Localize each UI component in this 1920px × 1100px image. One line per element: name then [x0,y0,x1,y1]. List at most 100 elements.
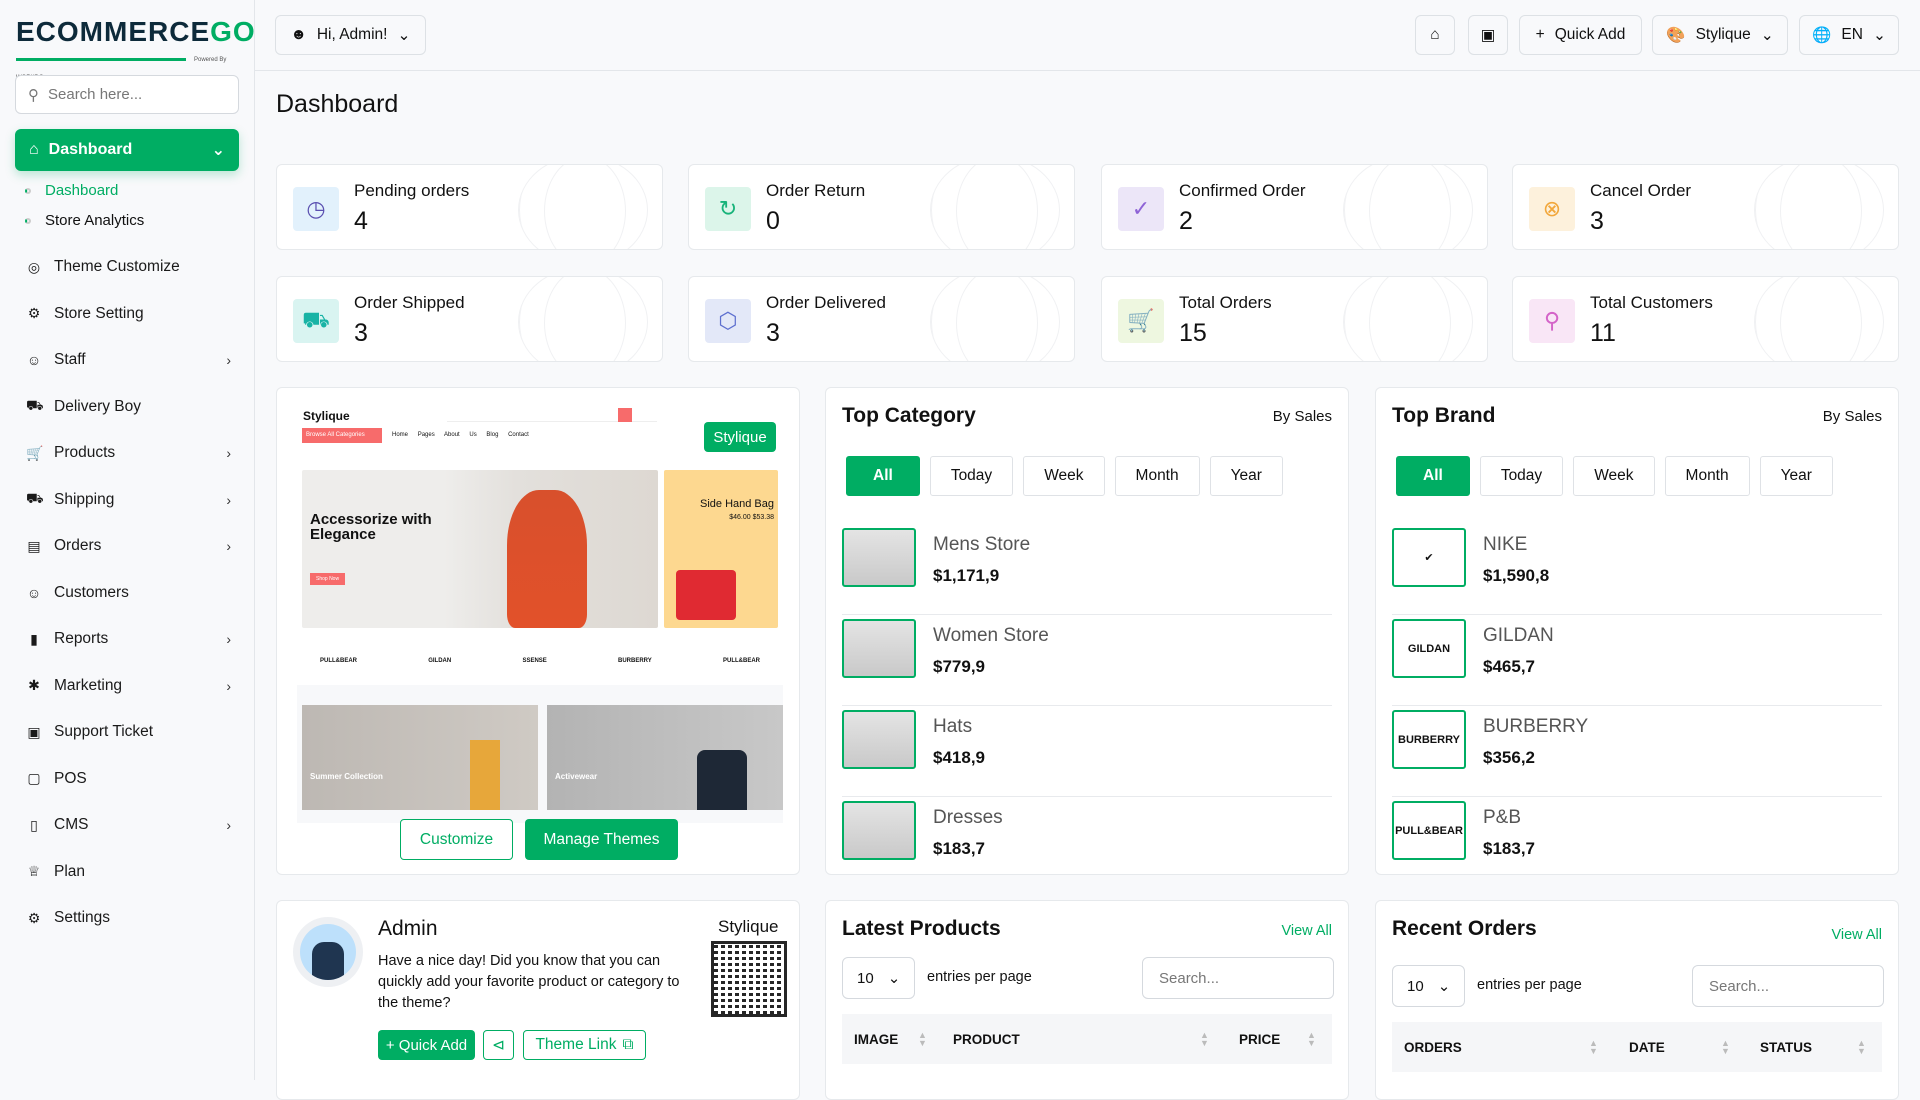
store-home-button[interactable]: ⌂ [1415,15,1455,55]
sidebar-item-customers[interactable]: ☺ Customers [26,570,231,617]
sidebar-item-staff[interactable]: ☺ Staff › [26,337,231,384]
theme-link-button[interactable]: Theme Link ⧉ [523,1030,646,1060]
recent-orders-panel: Recent Orders View All 10 ⌄ entries per p… [1375,900,1899,1100]
list-item[interactable]: BURBERRY BURBERRY $356,2 [1392,706,1882,797]
palette-icon: 🎨 [1666,26,1686,44]
sidebar-item-plan[interactable]: ♕ Plan [26,849,231,896]
users-icon: ☻ [290,26,307,43]
preview-hero: Accessorize with Elegance Shop Now [302,470,658,628]
sidebar-item-support-ticket[interactable]: ▣ Support Ticket [26,709,231,756]
preview-side-old-price: $53.38 [752,514,774,521]
logo[interactable]: ECOMMERCEGO Powered By WORKDO [16,16,255,84]
globe-icon: 🌐 [1812,26,1832,44]
sidebar-item-label: Customers [54,583,129,601]
column-header-price[interactable]: PRICE [1239,1031,1281,1047]
customize-button[interactable]: Customize [400,819,513,860]
preview-hero-button: Shop Now [310,573,346,585]
sidebar-item-settings[interactable]: ⚙ Settings [26,895,231,942]
sidebar-item-store-setting[interactable]: ⚙ Store Setting [26,291,231,338]
list-item[interactable]: Dresses $183,7 [842,797,1332,874]
plus-icon: + [1535,26,1545,43]
theme-icon: ◎ [27,258,41,275]
brand-logo: ✔ [1392,528,1466,587]
sidebar-search-input[interactable]: ⚲ Search here... [15,75,239,114]
sidebar-item-theme-customize[interactable]: ◎ Theme Customize [26,244,231,291]
filter-tab-all[interactable]: All [846,456,920,496]
column-header-status[interactable]: STATUS [1760,1039,1812,1055]
language-label: EN [1841,26,1863,43]
sidebar-item-dashboard[interactable]: ⌂ Dashboard ⌄ [15,129,239,171]
preview-side-price: $46.00 [729,514,751,521]
sidebar-item-reports[interactable]: ▮ Reports › [26,616,231,663]
panel-title: Top Brand [1392,404,1496,427]
sidebar-subitem-store-analytics[interactable]: Store Analytics [25,212,144,229]
filter-tab-year[interactable]: Year [1209,456,1283,496]
category-name: Mens Store [933,534,1031,555]
preview-card-title: Activewear [555,772,598,781]
table-search-input[interactable]: Search... [1692,965,1884,1007]
sidebar-item-shipping[interactable]: ⛟ Shipping › [26,477,231,524]
sidebar-item-marketing[interactable]: ✱ Marketing › [26,663,231,710]
stat-label: Total Orders [1179,293,1272,312]
entries-label: entries per page [927,969,1032,985]
quick-add-button[interactable]: + Quick Add [378,1030,475,1060]
list-item[interactable]: Women Store $779,9 [842,615,1332,706]
theme-label: Stylique [1695,26,1751,43]
language-select[interactable]: 🌐 EN ⌄ [1799,15,1899,55]
stat-value: 15 [1179,319,1207,347]
filter-tab-week[interactable]: Week [1573,456,1655,496]
entries-select[interactable]: 10 ⌄ [842,957,916,999]
column-header-image[interactable]: IMAGE [854,1031,899,1047]
sidebar-item-cms[interactable]: ▯ CMS › [26,802,231,849]
share-button[interactable]: ⊲ [483,1030,514,1060]
entries-select[interactable]: 10 ⌄ [1392,965,1466,1007]
logo-text-accent: GO [210,16,256,47]
filter-tab-all[interactable]: All [1396,456,1470,496]
list-item[interactable]: PULL&BEAR P&B $183,7 [1392,797,1882,874]
theme-select[interactable]: 🎨 Stylique ⌄ [1652,15,1788,55]
column-header-orders[interactable]: ORDERS [1404,1039,1462,1055]
users-icon: ☺ [26,352,42,369]
sidebar-item-products[interactable]: 🛒 Products › [26,430,231,477]
store-icon: ⌂ [1430,26,1440,43]
filter-tab-month[interactable]: Month [1114,456,1200,496]
chevron-right-icon: › [226,352,231,369]
clock-icon: ◷ [293,187,339,231]
user-menu-button[interactable]: ☻ Hi, Admin! ⌄ [275,15,426,55]
profile-card-button[interactable]: ▣ [1468,15,1508,55]
stat-card-order-delivered: ⬡ Order Delivered 3 [688,276,1075,362]
stat-label: Order Return [766,181,866,200]
category-name: Dresses [933,807,1003,828]
sidebar-item-delivery-boy[interactable]: ⛟ Delivery Boy [26,384,231,431]
list-item[interactable]: Mens Store $1,171,9 [842,524,1332,615]
table-search-input[interactable]: Search... [1142,957,1334,999]
preview-brand: GILDAN [428,658,452,664]
view-all-link[interactable]: View All [1831,927,1882,943]
sidebar-item-label: Store Setting [54,304,144,322]
brand-sales: $356,2 [1483,748,1535,767]
chevron-right-icon: › [226,677,231,694]
ticket-icon: ▣ [27,723,41,740]
sidebar-subitem-dashboard[interactable]: Dashboard [25,182,118,199]
list-item[interactable]: Hats $418,9 [842,706,1332,797]
list-item[interactable]: ✔ NIKE $1,590,8 [1392,524,1882,615]
filter-tab-today[interactable]: Today [929,456,1014,496]
column-header-product[interactable]: PRODUCT [953,1031,1020,1047]
user-plus-icon: ⚲ [1529,299,1575,343]
list-item[interactable]: GILDAN GILDAN $465,7 [1392,615,1882,706]
sidebar-item-pos[interactable]: ▢ POS [26,756,231,803]
manage-themes-button[interactable]: Manage Themes [525,819,678,860]
column-header-date[interactable]: DATE [1629,1039,1665,1055]
theme-preview[interactable]: Stylique Browse All Categories Home Page… [297,403,783,823]
filter-tab-year[interactable]: Year [1759,456,1833,496]
quick-add-button[interactable]: + Quick Add [1519,15,1642,55]
filter-tab-today[interactable]: Today [1479,456,1564,496]
filter-tab-week[interactable]: Week [1023,456,1105,496]
view-all-link[interactable]: View All [1281,923,1332,939]
filter-tab-month[interactable]: Month [1664,456,1750,496]
chevron-down-icon: ⌄ [887,970,901,987]
chevron-right-icon: › [226,631,231,648]
stat-label: Confirmed Order [1179,181,1306,200]
sidebar-item-orders[interactable]: ▤ Orders › [26,523,231,570]
package-icon: ⬡ [705,299,751,343]
